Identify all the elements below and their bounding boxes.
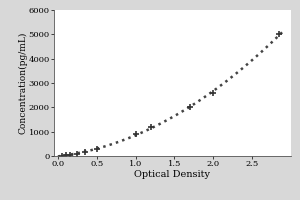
X-axis label: Optical Density: Optical Density [134, 170, 211, 179]
Y-axis label: Concentration(pg/mL): Concentration(pg/mL) [18, 32, 27, 134]
